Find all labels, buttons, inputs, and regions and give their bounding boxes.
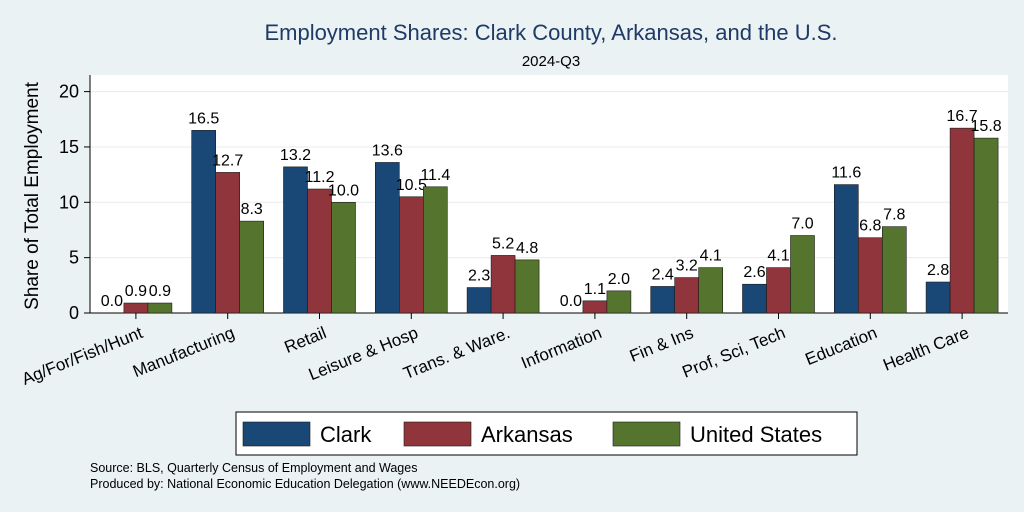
x-tick-label: Education: [803, 323, 880, 369]
data-label: 10.0: [328, 182, 359, 199]
data-label: 0.0: [560, 293, 582, 310]
bar-united-states: [423, 187, 447, 313]
bar-united-states: [332, 202, 356, 313]
data-label: 2.6: [743, 264, 765, 281]
data-label: 4.8: [516, 240, 538, 257]
y-tick-label: 20: [59, 82, 79, 102]
data-label: 5.2: [492, 235, 514, 252]
y-tick-label: 5: [69, 248, 79, 268]
bar-arkansas: [124, 303, 148, 313]
bar-arkansas: [675, 278, 699, 313]
bar-united-states: [882, 227, 906, 313]
y-axis-title: Share of Total Employment: [22, 81, 43, 309]
bar-united-states: [240, 221, 264, 313]
x-tick-label: Retail: [282, 323, 329, 357]
y-tick-label: 10: [59, 192, 79, 212]
producer-note: Produced by: National Economic Education…: [90, 477, 520, 491]
bar-united-states: [515, 260, 539, 313]
data-label: 11.4: [420, 167, 450, 184]
data-label: 12.7: [212, 152, 243, 169]
data-label: 0.9: [125, 283, 147, 300]
data-label: 15.8: [971, 118, 1002, 135]
bar-arkansas: [399, 197, 423, 313]
x-tick-label: Fin & Ins: [627, 323, 696, 366]
legend-swatch-clark: [243, 422, 310, 446]
data-label: 4.1: [700, 248, 722, 265]
bar-arkansas: [858, 238, 882, 313]
data-label: 6.8: [859, 218, 881, 235]
x-tick-label: Manufacturing: [130, 323, 237, 381]
data-label: 3.2: [676, 258, 698, 275]
data-label: 2.3: [468, 268, 490, 285]
x-tick-label: Health Care: [880, 323, 971, 375]
bar-united-states: [607, 291, 631, 313]
data-label: 13.6: [372, 142, 403, 159]
bar-arkansas: [308, 189, 332, 313]
legend-label-united-states: United States: [690, 422, 822, 447]
source-note: Source: BLS, Quarterly Census of Employm…: [90, 461, 417, 475]
data-label: 7.0: [791, 216, 813, 233]
bar-arkansas: [491, 255, 515, 313]
bar-clark: [834, 185, 858, 313]
x-tick-label: Ag/For/Fish/Hunt: [19, 323, 146, 389]
bar-clark: [743, 284, 767, 313]
x-tick-label: Trans. & Ware.: [401, 323, 513, 383]
y-tick-label: 15: [59, 137, 79, 157]
x-tick-label: Information: [518, 323, 604, 372]
legend-label-arkansas: Arkansas: [481, 422, 573, 447]
data-label: 16.5: [188, 110, 219, 127]
bar-united-states: [974, 138, 998, 313]
data-label: 8.3: [241, 201, 263, 218]
legend-swatch-arkansas: [404, 422, 471, 446]
data-label: 7.8: [883, 207, 905, 224]
legend-swatch-united-states: [613, 422, 680, 446]
chart-title: Employment Shares: Clark County, Arkansa…: [264, 20, 837, 45]
bar-arkansas: [950, 128, 974, 313]
data-label: 2.0: [608, 271, 630, 288]
bar-united-states: [148, 303, 172, 313]
bar-clark: [926, 282, 950, 313]
bar-united-states: [791, 236, 815, 313]
data-label: 0.9: [149, 283, 171, 300]
bar-arkansas: [216, 172, 240, 313]
bar-united-states: [699, 268, 723, 313]
bar-clark: [467, 288, 491, 313]
bar-clark: [284, 167, 308, 313]
x-tick-label: Prof, Sci, Tech: [680, 323, 788, 382]
y-tick-label: 0: [69, 303, 79, 323]
data-label: 2.4: [652, 266, 674, 283]
data-label: 13.2: [280, 147, 311, 164]
bar-arkansas: [583, 301, 607, 313]
data-label: 0.0: [101, 293, 123, 310]
bar-clark: [651, 286, 675, 313]
legend-label-clark: Clark: [320, 422, 372, 447]
bar-arkansas: [767, 268, 791, 313]
data-label: 2.8: [927, 262, 949, 279]
chart-subtitle: 2024-Q3: [522, 53, 580, 70]
data-label: 1.1: [584, 281, 606, 298]
data-label: 4.1: [767, 248, 789, 265]
data-label: 11.6: [831, 165, 861, 182]
